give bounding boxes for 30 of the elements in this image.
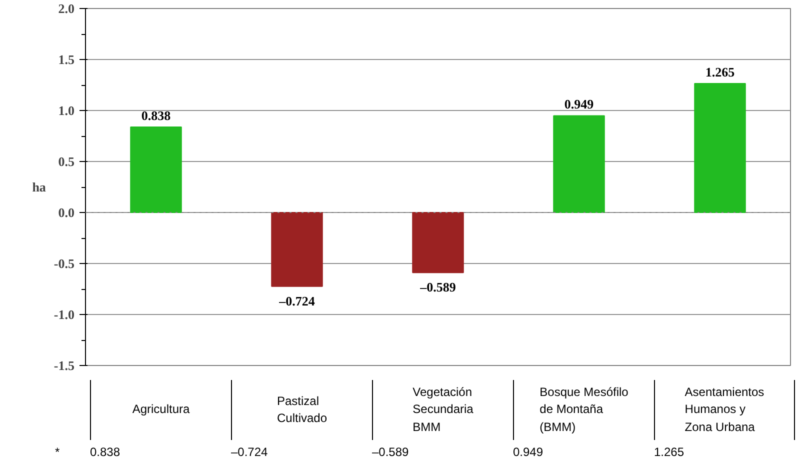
data-label: 1.265 (654, 444, 686, 461)
y-axis-title: ha (32, 180, 46, 194)
text: 0.949 (564, 96, 594, 112)
text: 0.838 (141, 108, 171, 123)
data-label: –0.589 (372, 444, 410, 461)
bar (271, 212, 323, 287)
text: –0.589 (420, 280, 456, 295)
bar (694, 82, 746, 213)
text: –0.724 (279, 293, 315, 308)
text: * (55, 444, 61, 461)
bar (553, 115, 605, 213)
x-tick-label: Asentamientos Humanos y Zona Urbana (684, 384, 764, 436)
y-tick-label: 1.5 (58, 52, 75, 67)
x-tick-label: Agricultura (132, 401, 190, 418)
x-tick-label: Pastizal Cultivado (276, 392, 328, 427)
x-tick-label: Bosque Mesófilo de Montaña (BMM) (540, 384, 628, 436)
y-tick-label: 0.5 (58, 154, 75, 169)
bar (412, 212, 464, 274)
data-label: –0.724 (231, 444, 269, 461)
y-tick-label: 1.0 (58, 103, 74, 118)
y-tick-label: -0.5 (54, 256, 75, 271)
text: 1.265 (705, 64, 735, 80)
bar (130, 126, 182, 213)
x-tick-label: Vegetación Secundaria BMM (412, 384, 474, 436)
data-label: 0.838 (90, 444, 122, 461)
y-tick-label: 2.0 (58, 1, 74, 16)
y-tick-label: 0.0 (58, 205, 74, 220)
data-label: 0.949 (513, 444, 544, 461)
y-tick-label: -1.5 (54, 358, 75, 373)
y-tick-label: -1.0 (54, 307, 75, 322)
